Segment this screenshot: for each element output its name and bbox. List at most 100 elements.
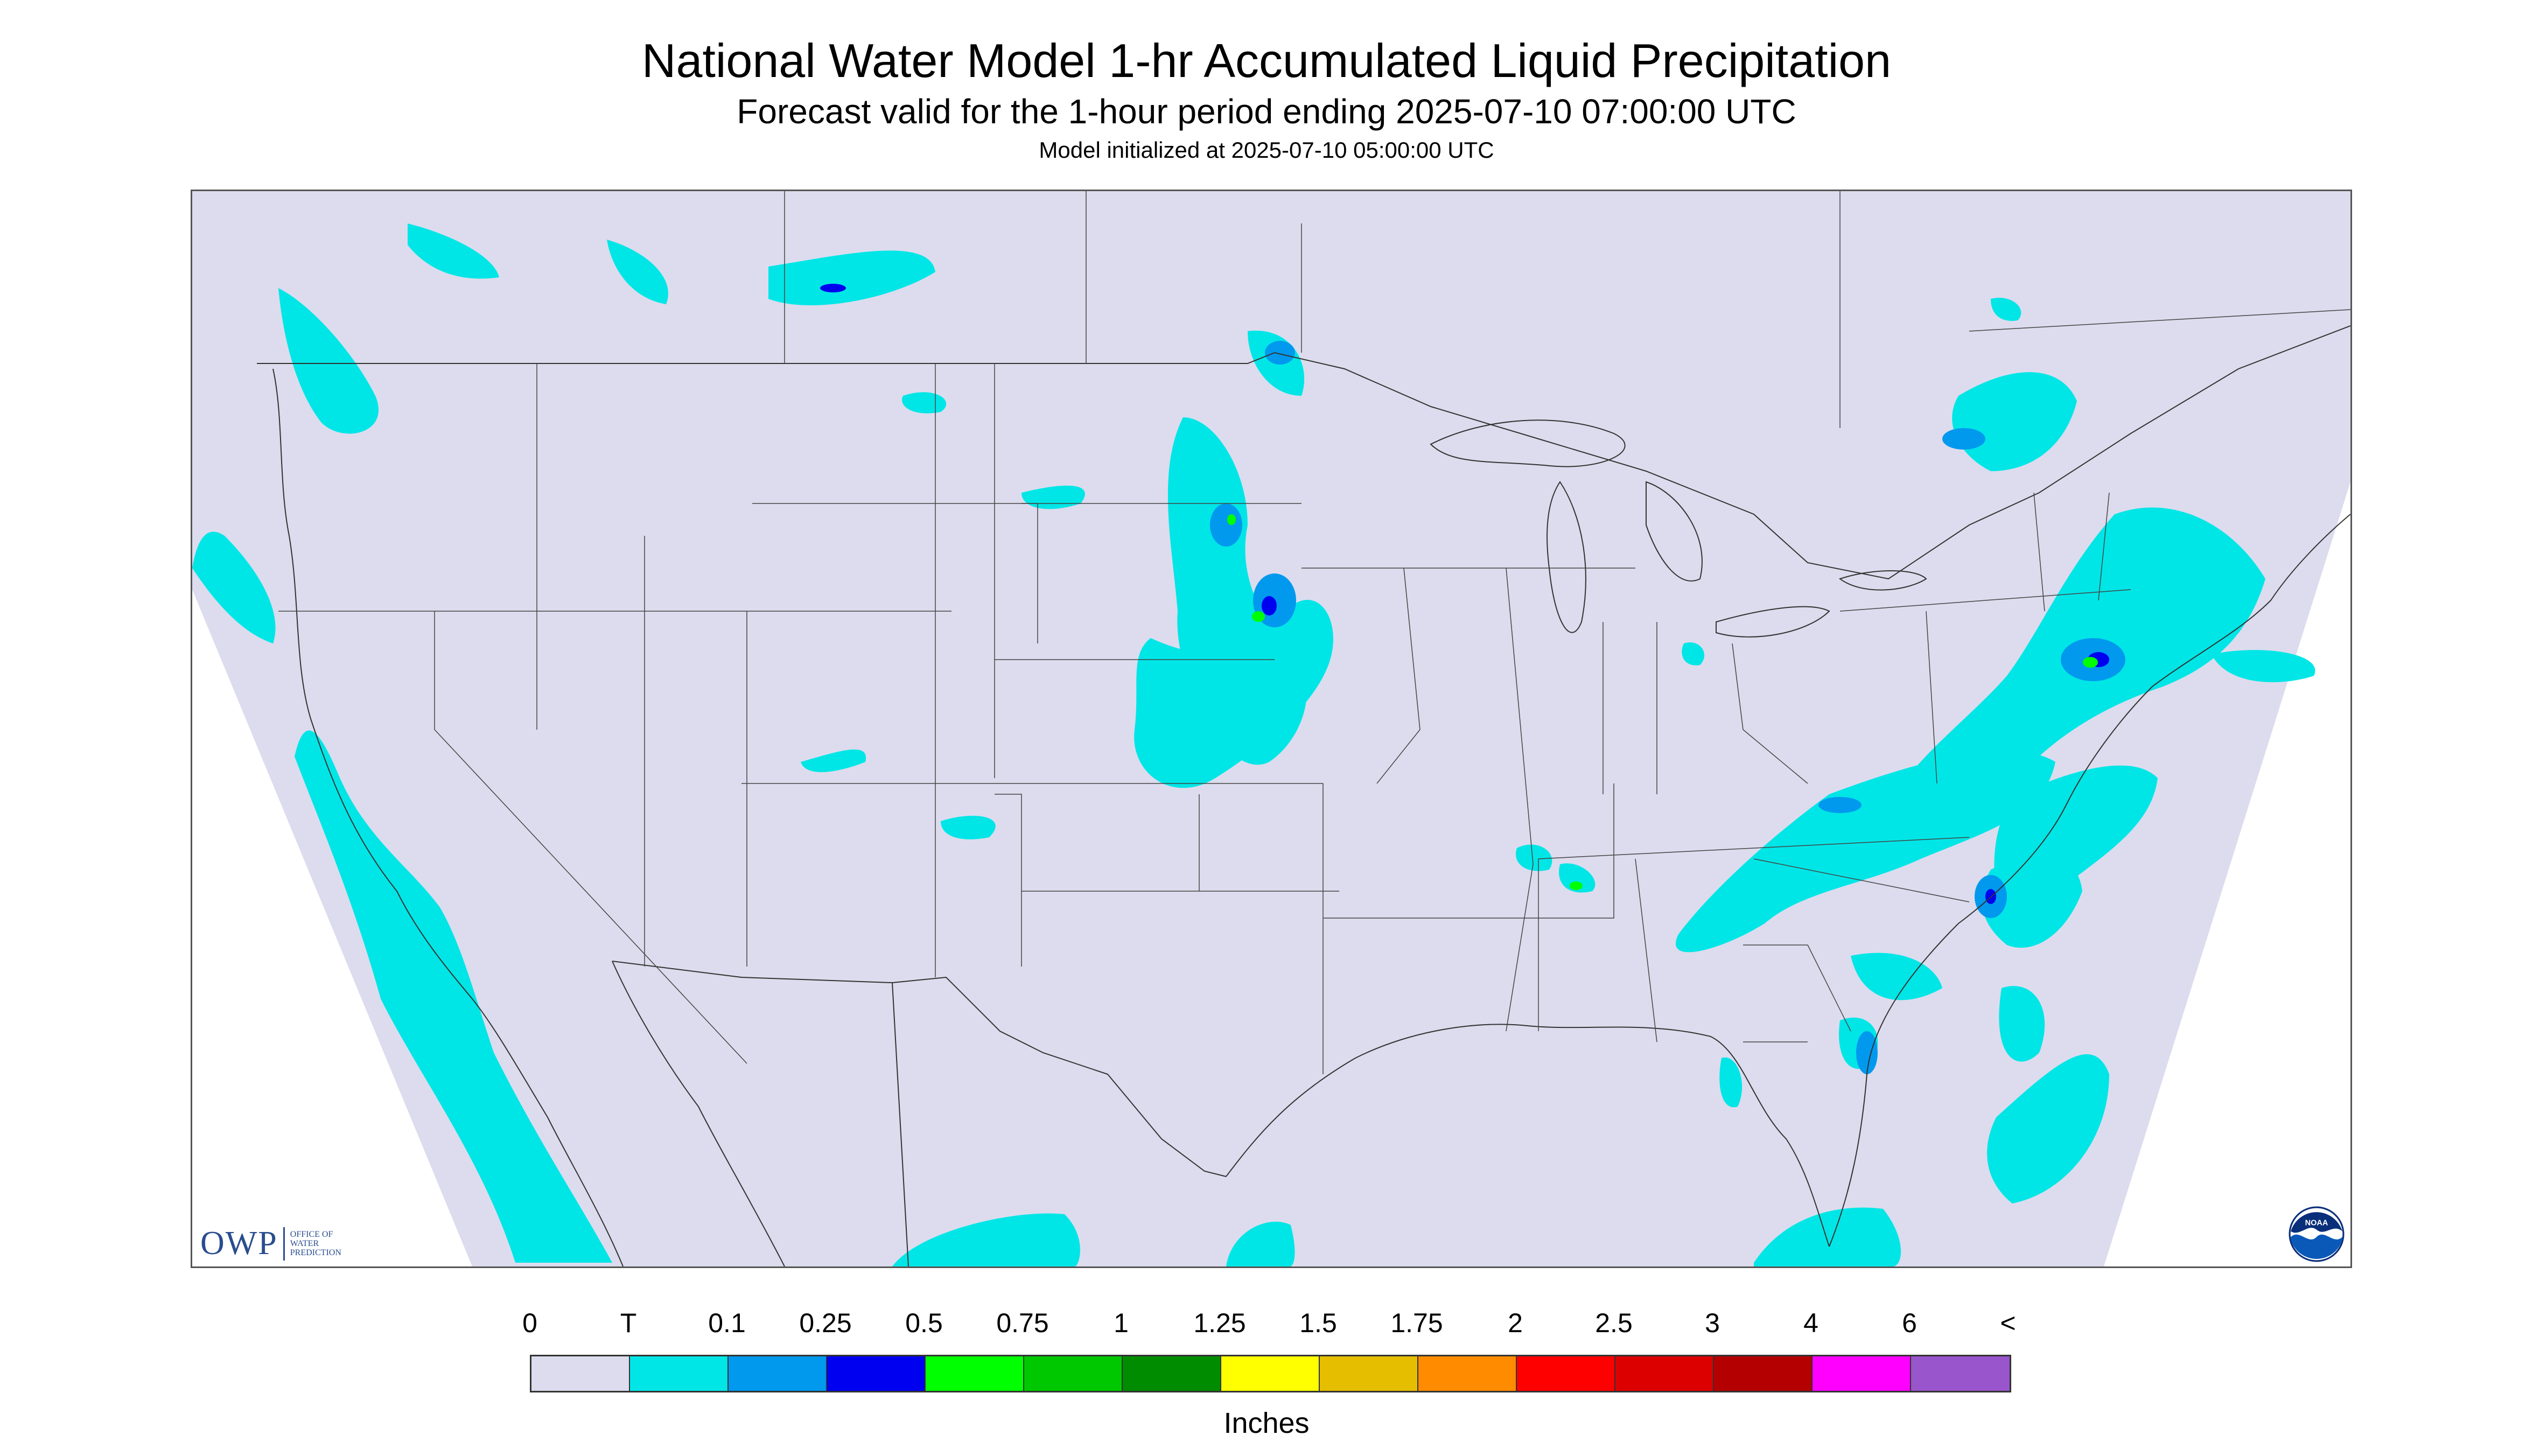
precipitation-map [191, 190, 2352, 1268]
legend-swatch [1123, 1356, 1221, 1391]
owp-logo-separator [283, 1227, 285, 1261]
precip-trace-ny-coast [2212, 650, 2315, 682]
no-data-area-west [192, 590, 472, 1266]
legend-swatch [827, 1356, 926, 1391]
map-canvas [192, 191, 2350, 1266]
province-line-5 [1969, 309, 2350, 332]
legend-swatch [630, 1356, 729, 1391]
precip-trace-areas [192, 223, 2315, 1266]
legend-label: 6 [1902, 1308, 1917, 1338]
us-canada-border [257, 325, 2350, 580]
legend-label: 0.5 [905, 1308, 943, 1338]
precip-trace-montana2 [1021, 485, 1085, 509]
legend-swatch [531, 1356, 630, 1391]
state-line-24 [1732, 643, 1808, 784]
precip-trace-pacific [295, 730, 612, 1263]
state-line-3 [434, 611, 747, 1064]
legend-swatch [1221, 1356, 1320, 1391]
precip-trace-ohio-valley [1675, 751, 2055, 953]
legend-swatch [1418, 1356, 1517, 1391]
state-line-15 [1323, 783, 1614, 919]
owp-logo: OWP OFFICE OF WATER PREDICTION [200, 1224, 341, 1263]
legend-label: 0.25 [799, 1308, 852, 1338]
precip-trace-carolinas [1851, 953, 1942, 1000]
precip-heavy-areas [1227, 514, 2098, 890]
precip-trace-quebec [1952, 372, 2077, 471]
precip-moderate-canada [820, 284, 846, 292]
state-line-21 [1538, 837, 1970, 859]
atlantic-coastline [1829, 514, 2350, 1247]
map-title: National Water Model 1-hr Accumulated Li… [641, 34, 1892, 87]
precip-heavy-alabama [1570, 881, 1583, 890]
state-line-32 [2098, 492, 2110, 601]
precip-trace-illinois [1682, 642, 1705, 666]
legend-labels: 0 T 0.1 0.25 0.5 0.75 1 1.25 1.5 1.75 2 2.5 3 4 6 < [0, 1307, 2533, 1345]
precip-trace-nebraska [1134, 600, 1333, 788]
legend-label: 3 [1705, 1308, 1720, 1338]
precip-moderate-nebraska [1262, 596, 1277, 615]
state-line-18 [1506, 568, 1534, 1032]
us-mexico-border [612, 961, 1227, 1177]
model-init-text: Model initialized at 2025-07-10 05:00:00… [1039, 137, 1494, 163]
precip-light-dakota [1210, 503, 1242, 547]
mexico-interior-border [892, 982, 909, 1266]
gulf-coastline [1226, 1024, 1830, 1247]
great-lakes-huron [1646, 481, 1703, 582]
great-lakes-superior [1430, 419, 1626, 467]
state-line-27 [1926, 611, 1937, 784]
map-subtitle: Forecast valid for the 1-hour period end… [737, 92, 1796, 131]
precip-trace-mex-south2 [1226, 1221, 1295, 1266]
legend-label: 2 [1508, 1308, 1523, 1338]
state-line-20 [1635, 858, 1657, 1042]
legend-label: 0 [522, 1308, 537, 1338]
precip-heavy-nebraska [1252, 611, 1265, 622]
precip-trace-montana1 [902, 392, 947, 414]
noaa-logo: NOAA [2289, 1206, 2345, 1262]
precip-trace-wyoming [801, 749, 866, 772]
precip-trace-bc2 [607, 240, 668, 304]
great-lakes-michigan [1547, 481, 1586, 633]
precip-heavy-dakota [1227, 514, 1236, 525]
legend-swatch [729, 1356, 827, 1391]
precip-light-minn [1265, 341, 1295, 365]
legend-swatch [1517, 1356, 1615, 1391]
legend-colorbar [530, 1355, 2011, 1392]
legend-label: 0.1 [708, 1308, 746, 1338]
political-boundaries [257, 325, 2350, 1266]
legend-label: 0.75 [996, 1308, 1049, 1338]
state-line-26 [1839, 589, 2131, 612]
precip-light-quebec [1942, 428, 1985, 450]
legend-label: T [620, 1308, 637, 1338]
noaa-logo-text: NOAA [2305, 1219, 2328, 1227]
precip-trace-colorado [941, 816, 996, 839]
precip-trace-atlantic3 [1987, 1054, 2109, 1203]
state-line-30 [1376, 568, 1421, 784]
legend-label: 1.25 [1193, 1308, 1246, 1338]
state-boundaries [278, 363, 2131, 1074]
precip-light-ohio [1818, 797, 1862, 813]
state-line-11 [995, 794, 1022, 967]
precip-heavy-ny [2083, 657, 2098, 668]
legend-swatch [1813, 1356, 1911, 1391]
precip-trace-atlantic2 [1999, 986, 2045, 1062]
precip-trace-mississippi [1516, 844, 1552, 871]
legend-swatch [926, 1356, 1024, 1391]
precip-trace-gulf-florida [1754, 1207, 1901, 1266]
legend-swatch [1911, 1356, 2010, 1391]
precip-trace-wa [278, 288, 379, 434]
great-lakes-erie [1716, 606, 1830, 638]
owp-logo-text: OFFICE OF WATER PREDICTION [290, 1230, 341, 1257]
legend-label: 2.5 [1595, 1308, 1633, 1338]
legend-swatch [1320, 1356, 1418, 1391]
precip-light-atlantic2 [1856, 1031, 1878, 1074]
legend-label: 1 [1114, 1308, 1129, 1338]
legend-label: 1.75 [1390, 1308, 1443, 1338]
legend-swatch [1714, 1356, 1813, 1391]
legend-label: 4 [1803, 1308, 1818, 1338]
pacific-coastline [272, 368, 624, 1266]
owp-logo-mark: OWP [200, 1225, 278, 1262]
state-line-28 [1743, 944, 1851, 1032]
legend-label: < [2000, 1308, 2016, 1338]
precip-trace-mex-south1 [892, 1213, 1080, 1266]
precip-trace-pacific-nw [192, 531, 276, 643]
